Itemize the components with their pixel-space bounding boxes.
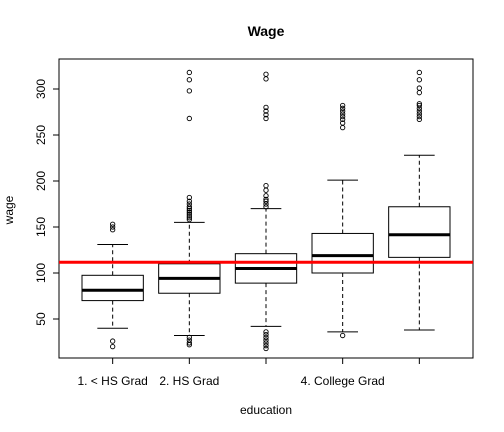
outlier-point — [110, 343, 116, 350]
outlier-point — [186, 69, 192, 76]
outlier-point — [186, 204, 192, 210]
box-1 — [81, 221, 144, 350]
outlier-point — [416, 85, 422, 91]
outlier-point — [263, 337, 269, 343]
outlier-point — [263, 108, 269, 114]
outlier-point — [263, 104, 269, 111]
box-iqr — [388, 206, 451, 258]
outlier-point — [263, 343, 269, 349]
outlier-point — [186, 207, 192, 214]
outlier-point — [340, 108, 346, 114]
outlier-point — [340, 105, 346, 111]
outlier-point — [186, 216, 192, 223]
outlier-point — [416, 101, 422, 107]
outlier-point — [340, 124, 346, 131]
outlier-point — [416, 116, 422, 123]
outlier-point — [416, 69, 422, 76]
y-tick-label: 300 — [34, 79, 48, 99]
outlier-point — [186, 201, 192, 207]
outlier-point — [340, 120, 346, 126]
outlier-point — [263, 334, 269, 341]
outlier-point — [263, 182, 269, 189]
outlier-point — [416, 90, 422, 96]
box-iqr — [81, 274, 144, 302]
outlier-point — [186, 209, 192, 215]
outlier-point — [263, 196, 269, 203]
chart-title: Wage — [248, 23, 285, 39]
outlier-point — [186, 115, 192, 122]
outlier-point — [263, 340, 269, 346]
outlier-point — [340, 332, 346, 339]
outlier-point — [416, 111, 422, 117]
x-tick-label: 2. HS Grad — [159, 374, 219, 388]
y-tick-label: 150 — [34, 217, 48, 237]
outlier-point — [263, 112, 269, 118]
outlier-point — [186, 88, 192, 94]
outlier-point — [416, 108, 422, 114]
x-tick-label: 4. College Grad — [301, 374, 385, 388]
outlier-point — [186, 213, 192, 219]
outlier-point — [110, 338, 116, 344]
outlier-point — [186, 211, 192, 217]
y-axis-label: wage — [2, 195, 16, 225]
outlier-point — [263, 198, 269, 204]
box-4 — [311, 102, 374, 339]
outlier-point — [263, 345, 269, 352]
outlier-point — [263, 329, 269, 335]
outlier-point — [110, 224, 116, 230]
outlier-point — [263, 115, 269, 122]
x-tick-label: 1. < HS Grad — [77, 374, 147, 388]
y-tick-label: 100 — [34, 263, 48, 283]
outlier-point — [186, 198, 192, 204]
y-tick-label: 250 — [34, 125, 48, 145]
outlier-point — [340, 113, 346, 120]
outlier-point — [263, 187, 269, 193]
y-tick-label: 50 — [34, 312, 48, 326]
outlier-point — [340, 111, 346, 117]
outlier-point — [416, 113, 422, 120]
outlier-point — [186, 337, 192, 343]
outlier-point — [340, 116, 346, 123]
outlier-point — [263, 71, 269, 77]
outlier-point — [340, 102, 346, 109]
outlier-point — [263, 331, 269, 338]
outlier-point — [263, 76, 269, 82]
outlier-point — [186, 215, 192, 221]
x-axis-label: education — [240, 403, 292, 417]
outlier-point — [110, 221, 116, 227]
outlier-point — [416, 102, 422, 109]
outlier-point — [263, 193, 269, 199]
outlier-point — [263, 204, 269, 210]
outlier-point — [110, 227, 116, 233]
box-3 — [234, 71, 298, 352]
outlier-point — [186, 340, 192, 346]
y-tick-label: 200 — [34, 171, 48, 191]
outlier-point — [186, 334, 192, 341]
outlier-point — [416, 77, 422, 83]
box-2 — [158, 69, 221, 348]
outlier-point — [186, 77, 192, 83]
box-iqr — [311, 232, 374, 274]
outlier-point — [186, 194, 192, 201]
box-5 — [388, 69, 451, 331]
